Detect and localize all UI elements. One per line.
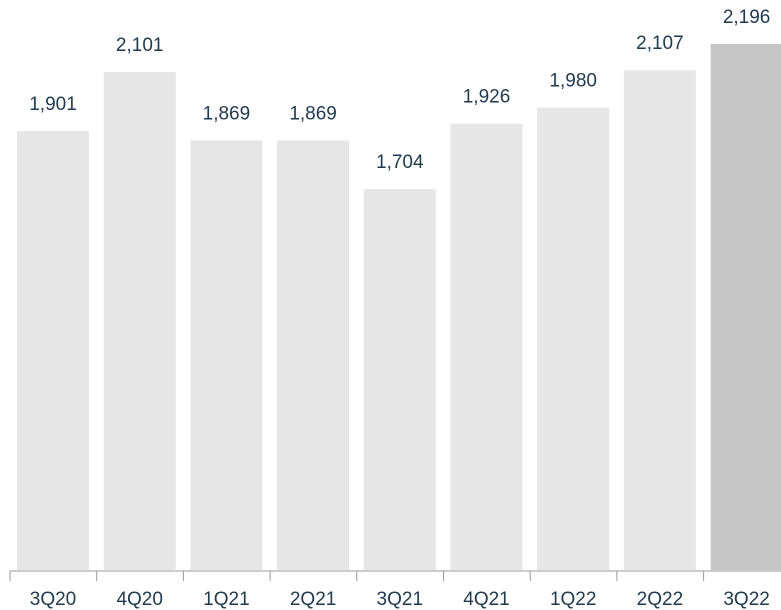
- value-label: 2,101: [116, 35, 164, 56]
- value-label: 2,107: [636, 33, 684, 54]
- value-label: 2,196: [723, 7, 771, 28]
- value-label: 1,704: [376, 152, 424, 173]
- x-tick-label: 2Q22: [637, 589, 683, 610]
- value-label: 1,869: [289, 103, 337, 124]
- x-tick-label: 1Q21: [203, 589, 249, 610]
- bar: [450, 123, 523, 570]
- bar: [277, 140, 350, 570]
- x-tick-label: 4Q21: [463, 589, 509, 610]
- x-tick-label: 3Q20: [30, 589, 76, 610]
- value-label: 1,901: [29, 94, 77, 115]
- value-label: 1,926: [463, 87, 511, 108]
- bar: [363, 189, 436, 570]
- x-tick-label: 4Q20: [116, 589, 162, 610]
- x-tick-label: 2Q21: [290, 589, 336, 610]
- bar: [710, 43, 781, 570]
- value-label: 1,869: [203, 103, 251, 124]
- bar: [103, 71, 176, 570]
- bar: [623, 70, 696, 570]
- bar: [190, 140, 263, 570]
- bar: [537, 107, 610, 570]
- x-tick-label: 3Q22: [723, 589, 769, 610]
- x-tick-label: 3Q21: [377, 589, 423, 610]
- value-label: 1,980: [549, 71, 597, 92]
- x-tick-label: 1Q22: [550, 589, 596, 610]
- bar: [17, 130, 89, 571]
